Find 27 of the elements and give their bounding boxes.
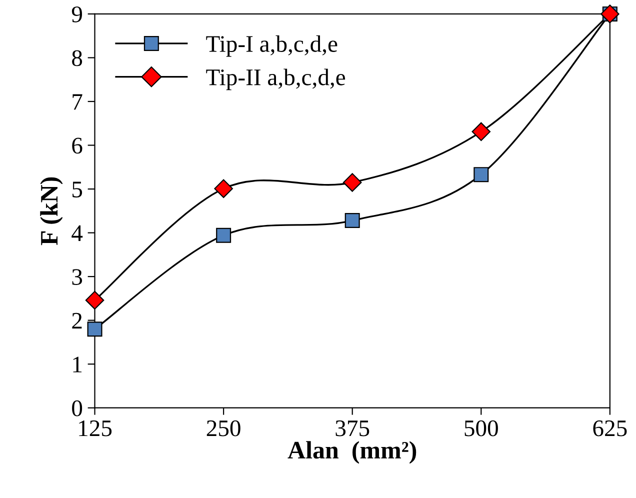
x-tick-label: 125 (79, 420, 112, 436)
y-tick-label: 9 (72, 6, 82, 22)
point (472, 122, 491, 142)
y-tick-label: 6 (72, 138, 82, 154)
y-tick-label: 4 (72, 225, 83, 241)
y-axis-title: F (kN) (40, 177, 63, 246)
legend-label: Tip-II a,b,c,d,e (206, 68, 346, 90)
y-tick-label: 1 (73, 356, 82, 372)
y-tick-label: 0 (72, 400, 82, 416)
point (214, 179, 233, 198)
x-tick-label: 375 (336, 420, 370, 436)
x-tick-label: 250 (206, 420, 240, 436)
point (474, 167, 489, 182)
y-tick-label: 2 (72, 312, 82, 329)
point (342, 173, 362, 192)
y-tick-label: 8 (72, 50, 82, 66)
legend-label: Tip-I a,b,c,d,e (206, 35, 338, 57)
point (87, 322, 102, 337)
point (344, 213, 360, 228)
y-tick-label: 3 (72, 269, 82, 285)
x-tick-label: 500 (464, 420, 498, 436)
y-tick-label: 5 (72, 182, 82, 198)
x-tick-label: 625 (593, 420, 627, 436)
y-tick-label: 7 (72, 94, 82, 110)
point (85, 290, 104, 310)
point (216, 228, 232, 243)
x-axis-title: Alan (mm²) (288, 441, 416, 464)
